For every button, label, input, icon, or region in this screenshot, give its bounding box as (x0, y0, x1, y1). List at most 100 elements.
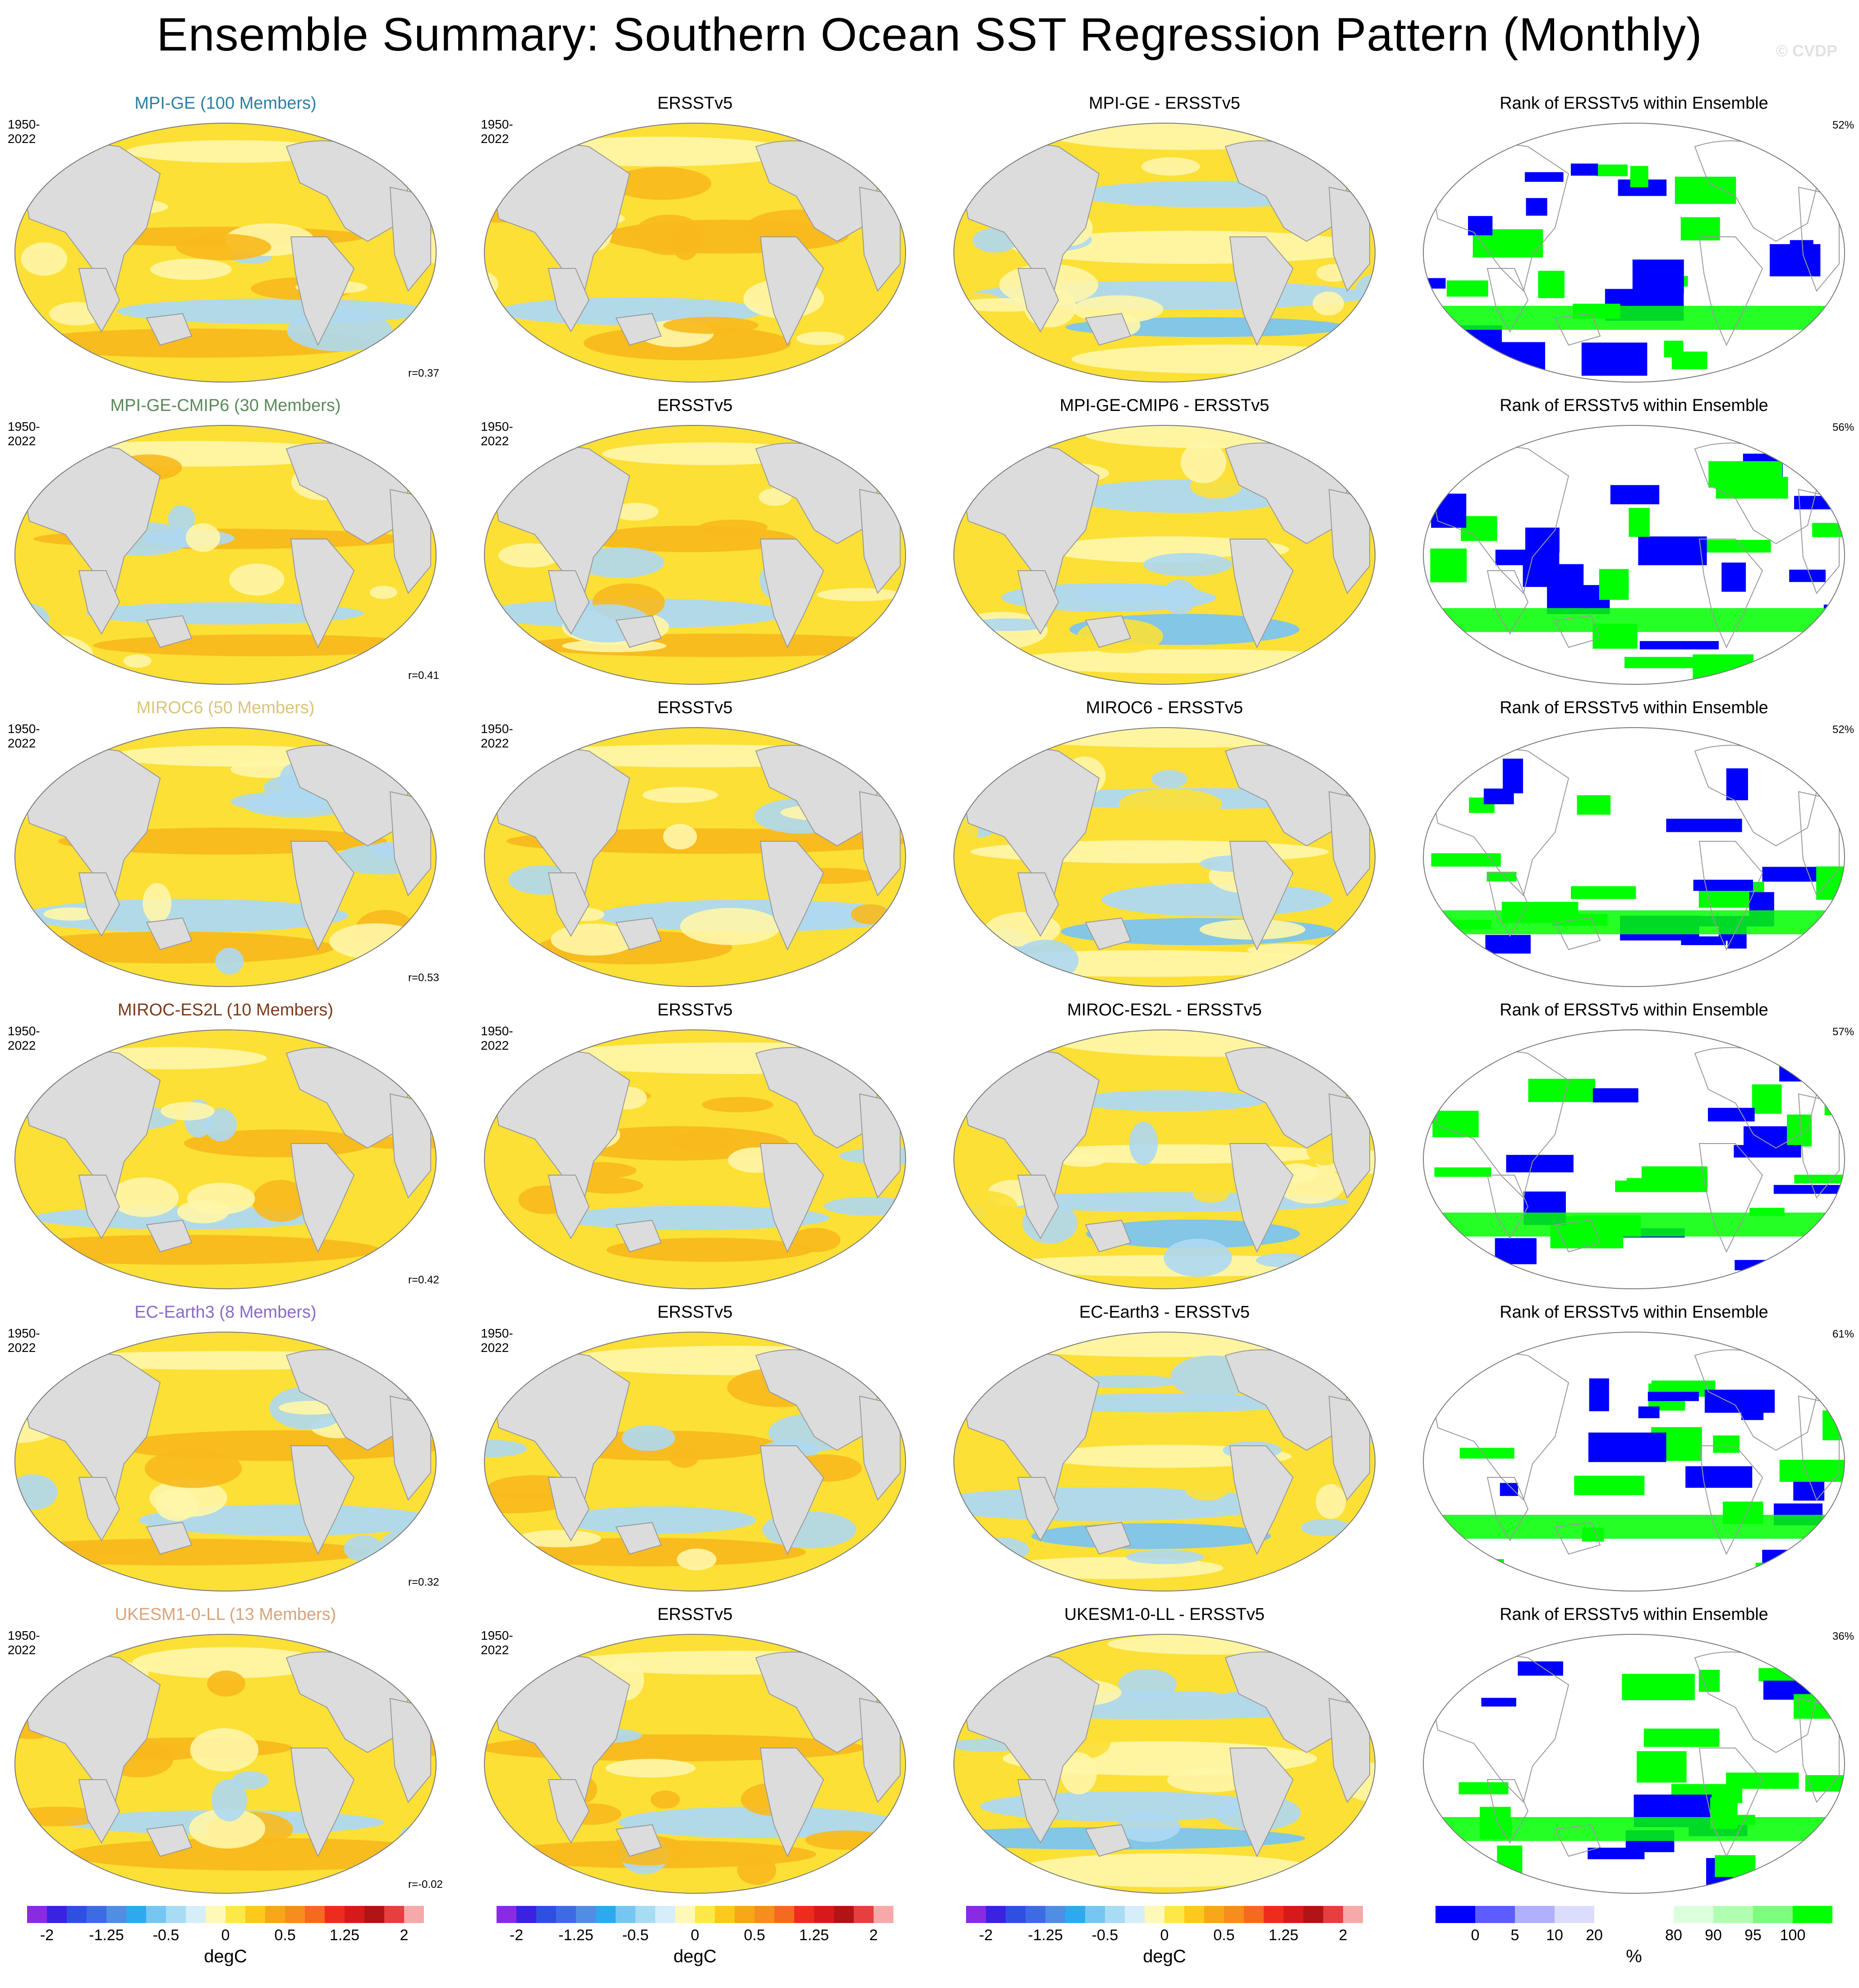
colorbar-swatch (576, 1906, 596, 1923)
pattern-correlation: r=0.37 (408, 367, 439, 379)
colorbar-swatch (1006, 1906, 1026, 1923)
colorbar-sst (27, 1906, 424, 1923)
obs-title: ERSSTv5 (657, 698, 733, 717)
colorbar-tick-label: 2 (1339, 1927, 1348, 1944)
colorbar-swatch (1303, 1906, 1324, 1923)
colorbar-swatch (1594, 1906, 1634, 1923)
colorbar-swatch (146, 1906, 166, 1923)
rank-percent: 36% (1832, 1630, 1854, 1642)
map-obs (484, 727, 906, 987)
colorbar-swatch (715, 1906, 735, 1923)
map-diff (953, 1029, 1376, 1289)
colorbar-swatch (735, 1906, 755, 1923)
period-label: 1950-2022 (8, 1628, 40, 1657)
page-title: Ensemble Summary: Southern Ocean SST Reg… (156, 9, 1703, 61)
map-obs (484, 1332, 906, 1591)
map-rank (1423, 1634, 1845, 1894)
diff-title: MIROC-ES2L - ERSSTv5 (1067, 1001, 1262, 1019)
colorbar-swatch (1045, 1906, 1066, 1923)
colorbar-swatch (345, 1906, 365, 1923)
colorbar-tick-label: 5 (1510, 1927, 1519, 1944)
colorbar-swatch (364, 1906, 385, 1923)
period-label: 1950-2022 (481, 1628, 513, 1657)
map-model (14, 1332, 437, 1591)
colorbar-swatch (27, 1906, 47, 1923)
colorbar-tick-label: 2 (869, 1927, 878, 1944)
colorbar-unit: degC (673, 1946, 717, 1966)
map-rank (1423, 1332, 1845, 1591)
colorbar-swatch (126, 1906, 147, 1923)
colorbar-swatch (774, 1906, 795, 1923)
colorbar-sst (966, 1906, 1363, 1923)
colorbar-swatch (206, 1906, 226, 1923)
period-label: 1950-2022 (8, 1326, 40, 1355)
colorbar-swatch (1323, 1906, 1344, 1923)
colorbar-swatch (1753, 1906, 1793, 1923)
model-title: EC-Earth3 (8 Members) (134, 1303, 317, 1322)
rank-title: Rank of ERSSTv5 within Ensemble (1500, 698, 1768, 717)
model-title: MIROC-ES2L (10 Members) (118, 1001, 333, 1019)
colorbar-tick-label: -0.5 (1091, 1927, 1118, 1944)
colorbar-swatch (1515, 1906, 1555, 1923)
colorbar-swatch (106, 1906, 127, 1923)
obs-title: ERSSTv5 (657, 1303, 733, 1322)
colorbar-swatch (1204, 1906, 1224, 1923)
map-diff (953, 123, 1376, 383)
pattern-correlation: r=0.42 (408, 1274, 439, 1286)
colorbar-swatch (1674, 1906, 1714, 1923)
colorbar-tick-label: -2 (979, 1927, 993, 1944)
colorbar-swatch (1436, 1906, 1476, 1923)
colorbar-tick-label: -2 (509, 1927, 524, 1944)
colorbar-swatch (655, 1906, 676, 1923)
colorbar-tick-label: -0.5 (152, 1927, 179, 1944)
colorbar-unit: % (1626, 1946, 1642, 1966)
colorbar-swatch (854, 1906, 874, 1923)
colorbar-swatch (616, 1906, 636, 1923)
period-label: 1950-2022 (481, 1326, 513, 1355)
obs-title: ERSSTv5 (657, 94, 733, 113)
period-label: 1950-2022 (8, 1024, 40, 1052)
colorbar-tick-label: 0 (690, 1927, 699, 1944)
colorbar-tick-label: 0.5 (744, 1927, 765, 1944)
diff-title: EC-Earth3 - ERSSTv5 (1079, 1303, 1250, 1322)
colorbar-tick-label: 95 (1744, 1927, 1762, 1944)
map-obs (484, 1634, 906, 1894)
colorbar-swatch (47, 1906, 67, 1923)
colorbar-swatch (325, 1906, 345, 1923)
period-label: 1950-2022 (481, 722, 513, 750)
colorbar-swatch (755, 1906, 775, 1923)
colorbar-swatch (1343, 1906, 1363, 1923)
map-rank (1423, 727, 1845, 987)
colorbar-tick-label: 1.25 (329, 1927, 360, 1944)
rank-title: Rank of ERSSTv5 within Ensemble (1500, 1303, 1768, 1322)
colorbar-tick-label: -1.25 (558, 1927, 594, 1944)
colorbar-tick-label: 10 (1546, 1927, 1563, 1944)
colorbar-swatch (285, 1906, 305, 1923)
colorbar-tick-label: 0.5 (274, 1927, 296, 1944)
colorbar-tick-label: 0.5 (1213, 1927, 1235, 1944)
colorbar-swatch (1793, 1906, 1832, 1923)
colorbar-swatch (1244, 1906, 1264, 1923)
period-label: 1950-2022 (481, 117, 513, 146)
colorbar-swatch (384, 1906, 405, 1923)
colorbar-tick-label: 1.25 (1268, 1927, 1299, 1944)
colorbar-swatch (1026, 1906, 1046, 1923)
colorbar-tick-label: -0.5 (622, 1927, 649, 1944)
colorbar-tick-label: 80 (1665, 1927, 1682, 1944)
colorbar-swatch (834, 1906, 854, 1923)
colorbar-swatch (497, 1906, 517, 1923)
colorbar-swatch (1713, 1906, 1753, 1923)
colorbar-swatch (986, 1906, 1006, 1923)
colorbar-swatch (1184, 1906, 1205, 1923)
colorbar-swatch (516, 1906, 537, 1923)
map-diff (953, 727, 1376, 987)
colorbar-swatch (1224, 1906, 1244, 1923)
colorbar-swatch (1065, 1906, 1086, 1923)
colorbar-swatch (404, 1906, 424, 1923)
colorbar-tick-label: -1.25 (1028, 1927, 1063, 1944)
pattern-correlation: r=0.53 (408, 972, 439, 984)
colorbar-unit: degC (1143, 1946, 1186, 1966)
diff-title: UKESM1-0-LL - ERSSTv5 (1064, 1605, 1265, 1624)
map-rank (1423, 123, 1845, 383)
map-obs (484, 425, 906, 685)
